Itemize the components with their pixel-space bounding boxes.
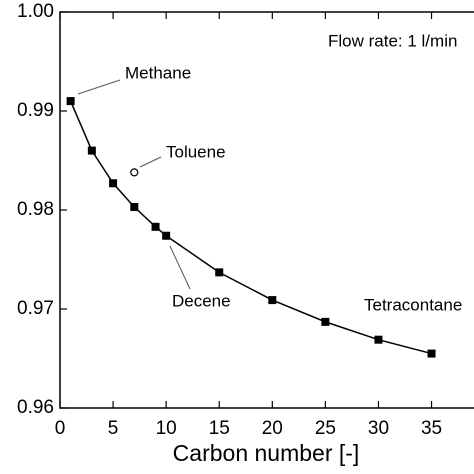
x-tick-label: 30 <box>368 418 389 439</box>
x-tick-label: 20 <box>262 418 283 439</box>
marker <box>321 317 330 326</box>
annotation: Toluene <box>166 142 226 161</box>
marker <box>162 231 171 240</box>
leader-line <box>139 156 162 168</box>
annotation: Decene <box>172 291 231 310</box>
x-tick-label: 10 <box>156 418 177 439</box>
marker <box>268 296 277 305</box>
marker <box>66 97 75 106</box>
open-marker <box>130 168 139 177</box>
marker <box>130 203 139 212</box>
leader-line <box>169 245 191 290</box>
curve <box>69 100 432 355</box>
marker <box>374 335 383 344</box>
y-tick-label: 1.00 <box>17 1 54 22</box>
x-axis-label: Carbon number [-] <box>173 440 360 466</box>
annotation: Flow rate: 1 l/min <box>328 31 457 50</box>
x-tick-label: 0 <box>55 418 66 439</box>
y-tick-label: 0.99 <box>17 100 54 121</box>
x-tick-label: 15 <box>209 418 230 439</box>
marker <box>427 349 436 358</box>
x-tick-label: 25 <box>315 418 336 439</box>
y-tick-label: 0.96 <box>17 397 54 418</box>
marker <box>215 268 224 277</box>
marker <box>151 222 160 231</box>
annotation: Tetracontane <box>364 295 462 314</box>
x-tick-label: 5 <box>108 418 119 439</box>
y-tick-label: 0.97 <box>17 298 54 319</box>
y-tick-label: 0.98 <box>17 199 54 220</box>
x-tick-label: 35 <box>421 418 442 439</box>
annotation: Methane <box>125 63 191 82</box>
marker <box>87 146 96 155</box>
leader-line <box>77 79 121 95</box>
marker <box>109 179 118 188</box>
